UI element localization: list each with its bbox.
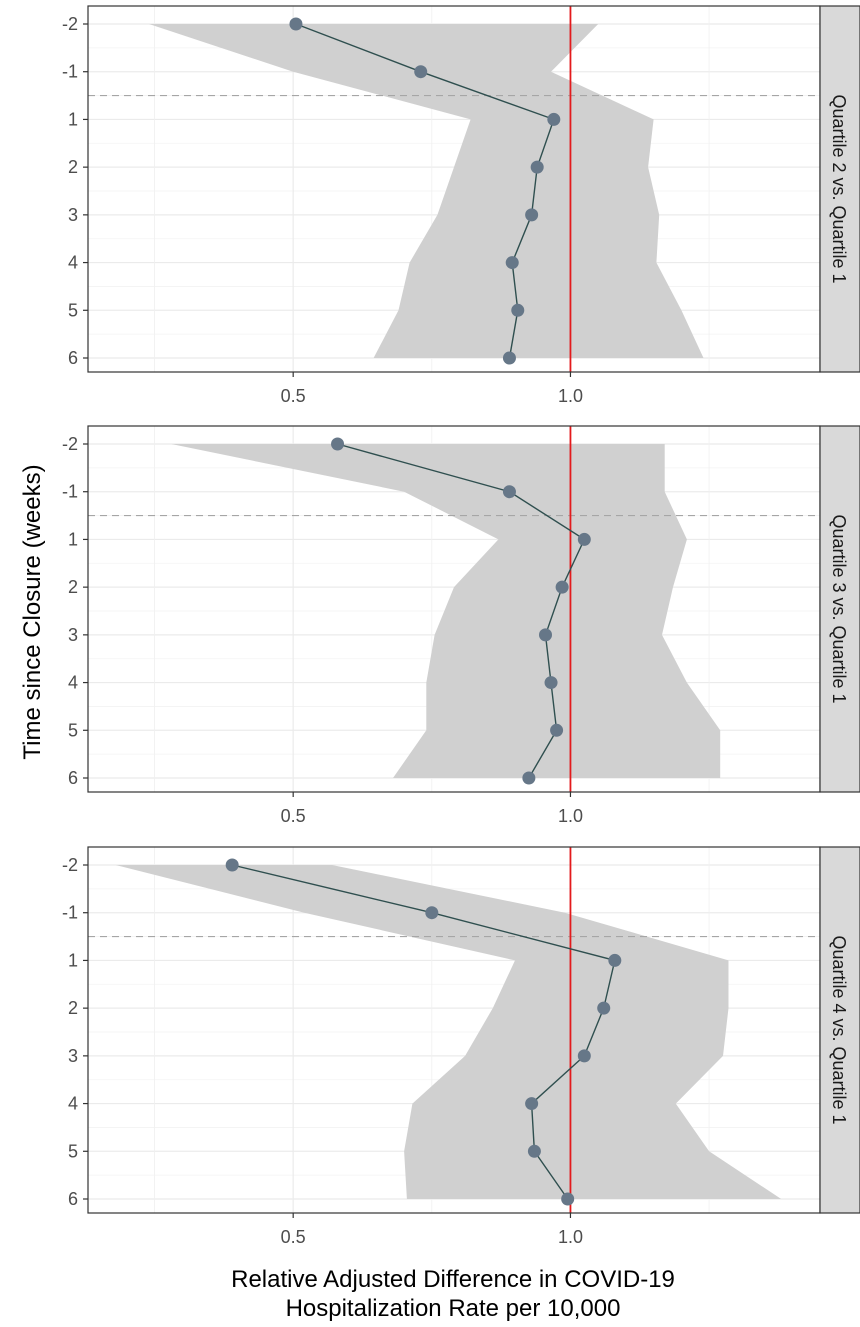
estimate-line: [295, 23, 555, 359]
y-tick-label: 3: [68, 1046, 78, 1066]
y-tick-label: -1: [62, 903, 78, 923]
y-tick-label: 2: [68, 157, 78, 177]
estimate-point: [550, 723, 564, 737]
y-tick-label: 4: [68, 253, 78, 273]
y-tick-label: 4: [68, 673, 78, 693]
estimate-line: [337, 443, 586, 779]
facet-strip: [819, 425, 860, 793]
y-tick-label: 1: [68, 529, 78, 549]
x-tick-label: 1.0: [558, 806, 583, 826]
x-axis-title-line-1: Relative Adjusted Difference in COVID-19: [231, 1266, 675, 1293]
estimate-point: [577, 532, 591, 546]
y-tick-label: 6: [68, 1189, 78, 1209]
x-axis-title-line-2: Hospitalization Rate per 10,000: [286, 1295, 621, 1322]
y-axis-title: Time since Closure (weeks): [19, 464, 46, 759]
estimate-point: [597, 1001, 611, 1015]
panels-layer: Quartile 2 vs. Quartile 1 -2 -1 1 2 3 4 5 6 0.5 1.…: [62, 5, 860, 1247]
facet-strip: [819, 5, 860, 373]
y-tick-label: 1: [68, 109, 78, 129]
y-tick-label: 3: [68, 625, 78, 645]
estimate-point: [608, 953, 622, 967]
estimate-point: [525, 208, 539, 222]
estimate-point: [530, 160, 544, 174]
estimate-point: [414, 65, 428, 79]
x-tick-label: 0.5: [281, 806, 306, 826]
confidence-ribbon: [115, 865, 782, 1199]
confidence-ribbon: [171, 444, 721, 778]
estimate-point: [539, 628, 552, 642]
x-tick-label: 0.5: [281, 386, 306, 406]
estimate-point: [502, 485, 516, 499]
estimate-point: [331, 437, 345, 451]
estimate-point: [577, 1049, 591, 1063]
estimate-point: [561, 1192, 575, 1206]
facet-strip-label: Quartile 3 vs. Quartile 1: [829, 514, 849, 703]
estimate-point: [289, 17, 303, 31]
facet-strip: [819, 846, 860, 1214]
estimate-line: [232, 864, 616, 1200]
x-tick-label: 1.0: [558, 386, 583, 406]
y-tick-label: -1: [62, 482, 78, 502]
x-tick-label: 0.5: [281, 1227, 306, 1247]
estimate-point: [547, 112, 561, 126]
panel-1: Quartile 2 vs. Quartile 1 -2 -1 1 2 3 4 5 6 0.5 1.…: [62, 5, 860, 406]
facet-strip-label: Quartile 2 vs. Quartile 1: [829, 94, 849, 283]
y-tick-label: 3: [68, 205, 78, 225]
estimate-point: [525, 1097, 539, 1111]
y-tick-label: -2: [62, 434, 78, 454]
y-tick-label: 2: [68, 998, 78, 1018]
estimate-point: [502, 351, 516, 365]
panel-2: Quartile 3 vs. Quartile 1 -2 -1 1 2 3 4 5 6 0.5 1.…: [62, 425, 860, 826]
facet-strip-label: Quartile 4 vs. Quartile 1: [829, 935, 849, 1124]
y-tick-label: 5: [68, 300, 78, 320]
y-tick-label: -2: [62, 14, 78, 34]
estimate-point: [225, 858, 239, 872]
estimate-point: [555, 580, 569, 594]
y-tick-label: 6: [68, 348, 78, 368]
estimate-point: [544, 676, 558, 690]
y-tick-label: 4: [68, 1094, 78, 1114]
panel-3: Quartile 4 vs. Quartile 1 -2 -1 1 2 3 4 5 6 0.5 1.…: [62, 846, 860, 1247]
y-tick-label: -2: [62, 855, 78, 875]
y-tick-label: 5: [68, 1141, 78, 1161]
estimate-point: [511, 303, 525, 317]
x-tick-label: 1.0: [558, 1227, 583, 1247]
y-tick-label: -1: [62, 62, 78, 82]
confidence-ribbon: [149, 24, 704, 358]
y-tick-label: 1: [68, 950, 78, 970]
estimate-point: [522, 771, 536, 785]
estimate-point: [527, 1144, 541, 1158]
y-tick-label: 6: [68, 768, 78, 788]
estimate-point: [425, 906, 439, 920]
estimate-point: [505, 256, 519, 270]
y-tick-label: 5: [68, 720, 78, 740]
y-tick-label: 2: [68, 577, 78, 597]
